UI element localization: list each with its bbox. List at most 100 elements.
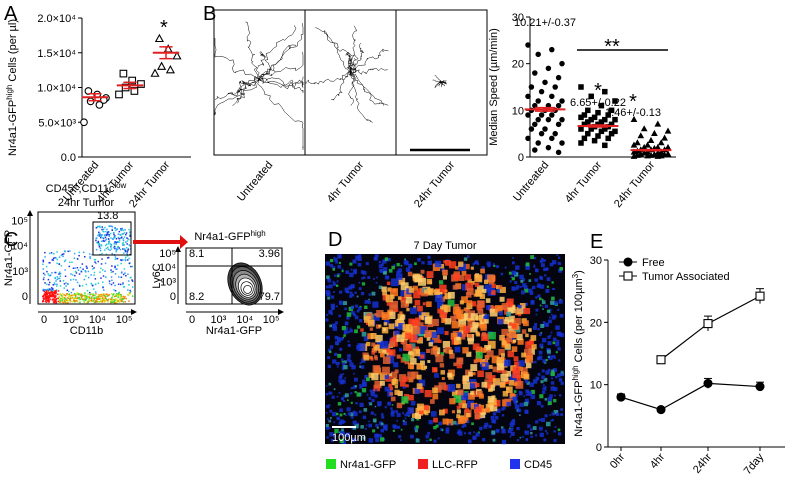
- micrograph-blob: [472, 343, 480, 351]
- flow-event: [53, 295, 55, 297]
- micrograph-blob: [385, 428, 388, 431]
- micrograph-blob: [368, 372, 374, 378]
- flow-event: [110, 301, 112, 303]
- micrograph-blob: [387, 258, 391, 262]
- flow-event: [113, 247, 115, 249]
- micrograph-blob: [397, 268, 402, 273]
- flow-event: [75, 279, 77, 281]
- micrograph-blob: [487, 340, 496, 349]
- micrograph-blob: [392, 429, 395, 432]
- flow-event: [120, 229, 123, 232]
- data-point: [559, 116, 565, 123]
- micrograph-blob: [456, 414, 461, 419]
- flow-event: [105, 238, 107, 240]
- flow-event: [120, 262, 122, 265]
- micrograph-blob: [335, 361, 340, 366]
- micrograph-blob: [415, 425, 419, 429]
- micrograph-blob: [433, 417, 438, 423]
- data-point: [165, 65, 175, 74]
- micrograph-blob: [538, 426, 543, 431]
- track-label: Untreated: [235, 159, 275, 204]
- flow-event: [74, 274, 76, 277]
- micrograph-blob: [458, 330, 464, 335]
- flow-event: [120, 228, 122, 230]
- flow-event: [94, 301, 97, 303]
- flow-title: CD45+,CD11clow: [46, 181, 127, 196]
- flow-event: [99, 247, 102, 250]
- micrograph-blob: [441, 377, 445, 380]
- micrograph-blob: [521, 352, 526, 358]
- flow-event: [122, 238, 125, 240]
- flow-event: [100, 277, 102, 279]
- micrograph-blob: [341, 361, 344, 363]
- micrograph-blob: [481, 381, 488, 388]
- micrograph-blob: [534, 278, 538, 282]
- micrograph-blob: [331, 392, 333, 395]
- flow-event: [56, 278, 58, 280]
- micrograph-blob: [377, 403, 381, 407]
- micrograph-blob: [428, 342, 433, 347]
- micrograph-blob: [343, 394, 347, 398]
- micrograph-blob: [430, 348, 438, 355]
- micrograph-blob: [402, 353, 410, 362]
- micrograph-blob: [345, 290, 349, 294]
- flow-event: [110, 237, 112, 239]
- flow-event: [100, 244, 103, 247]
- micrograph-blob: [430, 399, 435, 404]
- micrograph-blob: [550, 371, 555, 376]
- flow-event: [81, 285, 84, 287]
- micrograph-blob: [351, 416, 354, 419]
- scale-bar-label: 100µm: [332, 432, 366, 444]
- micrograph-blob: [513, 397, 517, 401]
- flow-event: [85, 297, 88, 300]
- micrograph-blob: [532, 325, 537, 330]
- micrograph-blob: [331, 395, 335, 399]
- flow-event: [120, 300, 123, 303]
- micrograph-blob: [427, 255, 431, 259]
- micrograph-blob: [464, 312, 472, 321]
- micrograph-blob: [414, 262, 417, 266]
- micrograph-blob: [373, 349, 377, 353]
- micrograph-blob: [525, 439, 528, 442]
- micrograph-blob: [542, 359, 546, 363]
- micrograph-blob: [449, 261, 457, 269]
- micrograph-blob: [347, 412, 351, 416]
- micrograph-blob: [510, 431, 515, 436]
- micrograph-blob: [374, 254, 379, 258]
- micrograph-blob: [542, 386, 546, 391]
- micrograph-blob: [370, 333, 377, 339]
- micrograph-blob: [539, 284, 545, 289]
- flow-event: [96, 237, 98, 239]
- flow-event: [116, 257, 119, 260]
- micrograph-blob: [476, 332, 481, 337]
- micrograph-blob: [484, 319, 489, 324]
- micrograph-blob: [362, 276, 366, 279]
- flow-event: [87, 270, 90, 273]
- micrograph-blob: [442, 270, 448, 276]
- micrograph-blob: [451, 321, 459, 329]
- micrograph-blob: [383, 328, 387, 332]
- micrograph-blob: [382, 259, 387, 264]
- micrograph-blob: [422, 302, 426, 306]
- flow-event: [108, 240, 111, 243]
- micrograph-blob: [458, 274, 465, 281]
- micrograph-blob: [496, 357, 505, 365]
- micrograph-blob: [380, 428, 384, 433]
- micrograph-blob: [382, 290, 388, 296]
- micrograph-blob: [475, 382, 480, 387]
- micrograph-blob: [535, 420, 539, 424]
- y-axis-label: Nr4a1-GFPhigh Cells (per 100µm3): [571, 270, 586, 437]
- data-point: [538, 88, 545, 95]
- flow-event: [122, 242, 124, 244]
- micrograph-blob: [493, 263, 495, 265]
- flow-event: [127, 289, 129, 291]
- flow-event: [53, 294, 56, 297]
- flow-event: [124, 259, 127, 262]
- flow-event: [90, 293, 92, 295]
- micrograph-blob: [470, 266, 474, 270]
- micrograph-blob: [456, 431, 460, 435]
- micrograph-blob: [361, 388, 367, 393]
- flow-event: [63, 287, 65, 289]
- flow-event: [123, 236, 126, 238]
- micrograph-blob: [400, 300, 409, 308]
